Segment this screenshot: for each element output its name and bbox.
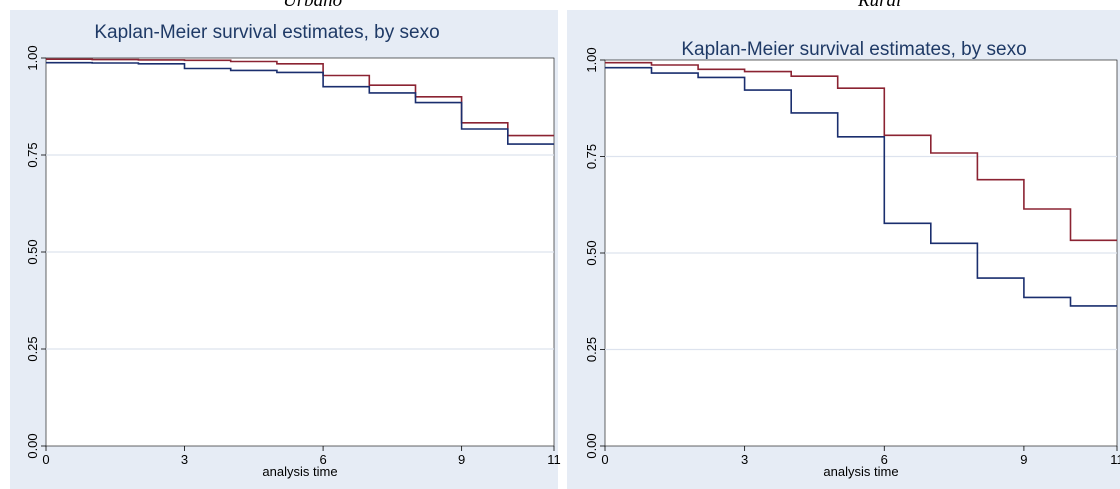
caption-right: Rural [858, 0, 902, 11]
y-tick-label: 0.25 [584, 337, 599, 362]
x-tick-label: 6 [319, 452, 326, 467]
chart-title: Kaplan-Meier survival estimates, by sexo [681, 39, 1026, 60]
x-tick-label: 11 [1110, 452, 1120, 467]
y-tick-label: 0.75 [25, 142, 40, 167]
x-tick-label: 0 [42, 452, 49, 467]
x-tick-label: 3 [741, 452, 748, 467]
x-tick-label: 9 [458, 452, 465, 467]
x-tick-label: 11 [547, 452, 561, 467]
y-tick-label: 0.50 [25, 239, 40, 264]
y-tick-label: 1.00 [584, 47, 599, 72]
x-tick-label: 6 [881, 452, 888, 467]
survival-series-2 [605, 66, 1117, 307]
x-tick-label: 0 [601, 452, 608, 467]
y-tick-label: 0.50 [584, 240, 599, 265]
x-tick-label: 9 [1020, 452, 1027, 467]
survival-series-1 [605, 61, 1117, 242]
x-axis-label: analysis time [262, 464, 337, 479]
chart-panel-right: Kaplan-Meier survival estimates, by sexo… [567, 10, 1120, 489]
y-tick-label: 0.00 [25, 433, 40, 458]
km-chart-right: Kaplan-Meier survival estimates, by sexo… [584, 39, 1120, 479]
y-tick-label: 1.00 [25, 45, 40, 70]
x-tick-label: 3 [181, 452, 188, 467]
km-chart-left: Kaplan-Meier survival estimates, by sexo… [25, 22, 561, 479]
chart-panel-left: Kaplan-Meier survival estimates, by sexo… [10, 10, 561, 489]
y-tick-label: 0.00 [584, 433, 599, 458]
y-tick-label: 0.75 [584, 144, 599, 169]
x-axis-label: analysis time [823, 464, 898, 479]
caption-left: Urbano [283, 0, 343, 11]
y-tick-label: 0.25 [25, 336, 40, 361]
survival-series-2 [46, 61, 554, 145]
chart-title: Kaplan-Meier survival estimates, by sexo [94, 22, 439, 43]
